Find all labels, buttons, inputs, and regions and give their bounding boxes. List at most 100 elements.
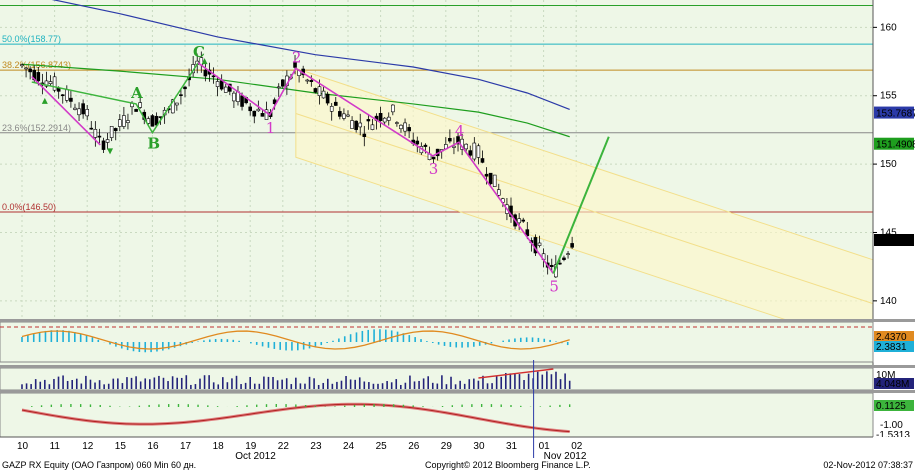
candle-body-28: [134, 109, 138, 112]
panel-separator-2: [0, 390, 915, 393]
candle-body-123: [521, 219, 526, 222]
candle-body-72: [313, 88, 318, 93]
xtick-label-0: 10: [17, 441, 29, 452]
wave-label-3: 3: [429, 160, 439, 178]
candle-body-22: [109, 125, 114, 138]
candle-body-80: [346, 114, 350, 117]
candle-body-106: [452, 145, 456, 148]
xtick-label-16: 01: [539, 441, 551, 452]
candle-body-56: [248, 106, 252, 112]
osc-tag-2: -1.00: [880, 420, 903, 431]
panel-separator-0: [0, 319, 915, 322]
xtick-label-2: 12: [82, 441, 94, 452]
xtick-label-15: 31: [506, 441, 518, 452]
osc-tag-1-bg: [874, 400, 914, 411]
panel-bg-2: [0, 392, 874, 438]
xtick-label-6: 18: [213, 441, 225, 452]
moving-averages: [21, 0, 570, 138]
xtick-label-17: 02: [571, 441, 583, 452]
candle-body-25: [122, 115, 126, 127]
candle-body-0: [20, 64, 24, 67]
candle-body-79: [342, 113, 346, 119]
candle-body-57: [252, 110, 257, 117]
candle-body-81: [350, 120, 354, 129]
xtick-label-9: 23: [310, 441, 322, 452]
xtick-label-10: 24: [343, 441, 355, 452]
candle-body-62: [272, 99, 277, 105]
candle-body-52: [232, 92, 236, 102]
candle-body-116: [492, 174, 497, 187]
ma-fast-tag-bg: [874, 137, 914, 150]
volume-scale-tag-bg: [874, 369, 914, 380]
candle-body-13: [73, 107, 77, 110]
month-label-0: Oct 2012: [235, 451, 276, 462]
wave-label-A: A: [130, 84, 143, 102]
candle-body-12: [69, 97, 73, 102]
candle-body-59: [260, 113, 265, 117]
macd-tag-2: 2.3831: [876, 342, 907, 353]
elliott-waves: A B C 1 2 3 4 5: [31, 43, 610, 296]
candle-body-67: [293, 62, 297, 68]
candle-body-92: [395, 122, 399, 124]
candle-body-60: [264, 109, 269, 120]
xtick-label-1: 11: [50, 441, 61, 452]
candle-body-95: [407, 127, 411, 132]
candle-body-99: [423, 144, 428, 147]
candle-body-32: [150, 115, 155, 127]
candle-body-115: [488, 172, 493, 185]
last-price-tag-bg: [874, 234, 914, 246]
candle-body-11: [65, 89, 69, 101]
candle-body-7: [48, 81, 53, 85]
candle-body-20: [101, 140, 106, 150]
candle-body-133: [562, 257, 566, 261]
copyright-label: Copyright© 2012 Bloomberg Finance L.P.: [425, 460, 591, 470]
candle-body-97: [415, 140, 420, 145]
candle-body-21: [105, 139, 110, 143]
ytick-label-150: 150: [880, 159, 897, 170]
candle-body-17: [89, 127, 94, 130]
ma-line-0: [51, 0, 570, 110]
wave-label-B: B: [147, 135, 160, 153]
candle-body-76: [329, 106, 334, 112]
xtick-label-5: 17: [180, 441, 192, 452]
candle-body-70: [305, 79, 310, 82]
candle-body-107: [456, 136, 460, 145]
impulse-wave-line: [197, 62, 555, 274]
candle-body-8: [52, 76, 57, 91]
candle-body-26: [126, 120, 130, 123]
candle-body-112: [476, 145, 481, 158]
candle-body-88: [378, 113, 383, 122]
candle-body-10: [60, 94, 65, 97]
candle-body-85: [366, 119, 371, 122]
candle-body-24: [118, 119, 122, 127]
candle-body-78: [338, 111, 342, 117]
candle-body-101: [431, 156, 436, 160]
candle-body-38: [175, 102, 179, 106]
candle-body-58: [256, 108, 261, 112]
candle-body-83: [358, 122, 363, 128]
wave-label-4: 4: [455, 122, 465, 140]
candle-body-75: [325, 93, 330, 104]
candle-body-111: [472, 142, 477, 160]
candle-body-39: [179, 94, 183, 96]
wave-marker-2: [201, 58, 208, 65]
candle-body-91: [391, 104, 395, 113]
candle-body-54: [240, 95, 244, 107]
date-axis: 10 11 12 15 16 17 18 19 22 23 24 25 26 29 30 31 01 02 Oct …: [0, 360, 915, 474]
candle-body-1: [24, 67, 28, 70]
candle-body-63: [276, 86, 281, 89]
wave-marker-1: [107, 148, 114, 155]
wave-label-C: C: [193, 43, 205, 61]
volume-trend-line: [478, 368, 554, 379]
candle-body-40: [183, 86, 187, 90]
candle-body-37: [170, 99, 175, 114]
candle-body-29: [138, 102, 142, 108]
xtick-label-4: 16: [147, 441, 159, 452]
candle-body-4: [36, 72, 41, 82]
candle-body-84: [362, 133, 367, 138]
candle-body-134: [566, 253, 570, 255]
xaxis-background: [0, 437, 915, 474]
candle-body-124: [525, 229, 530, 237]
fib-label-0: 50.0%(158.77): [2, 34, 61, 44]
